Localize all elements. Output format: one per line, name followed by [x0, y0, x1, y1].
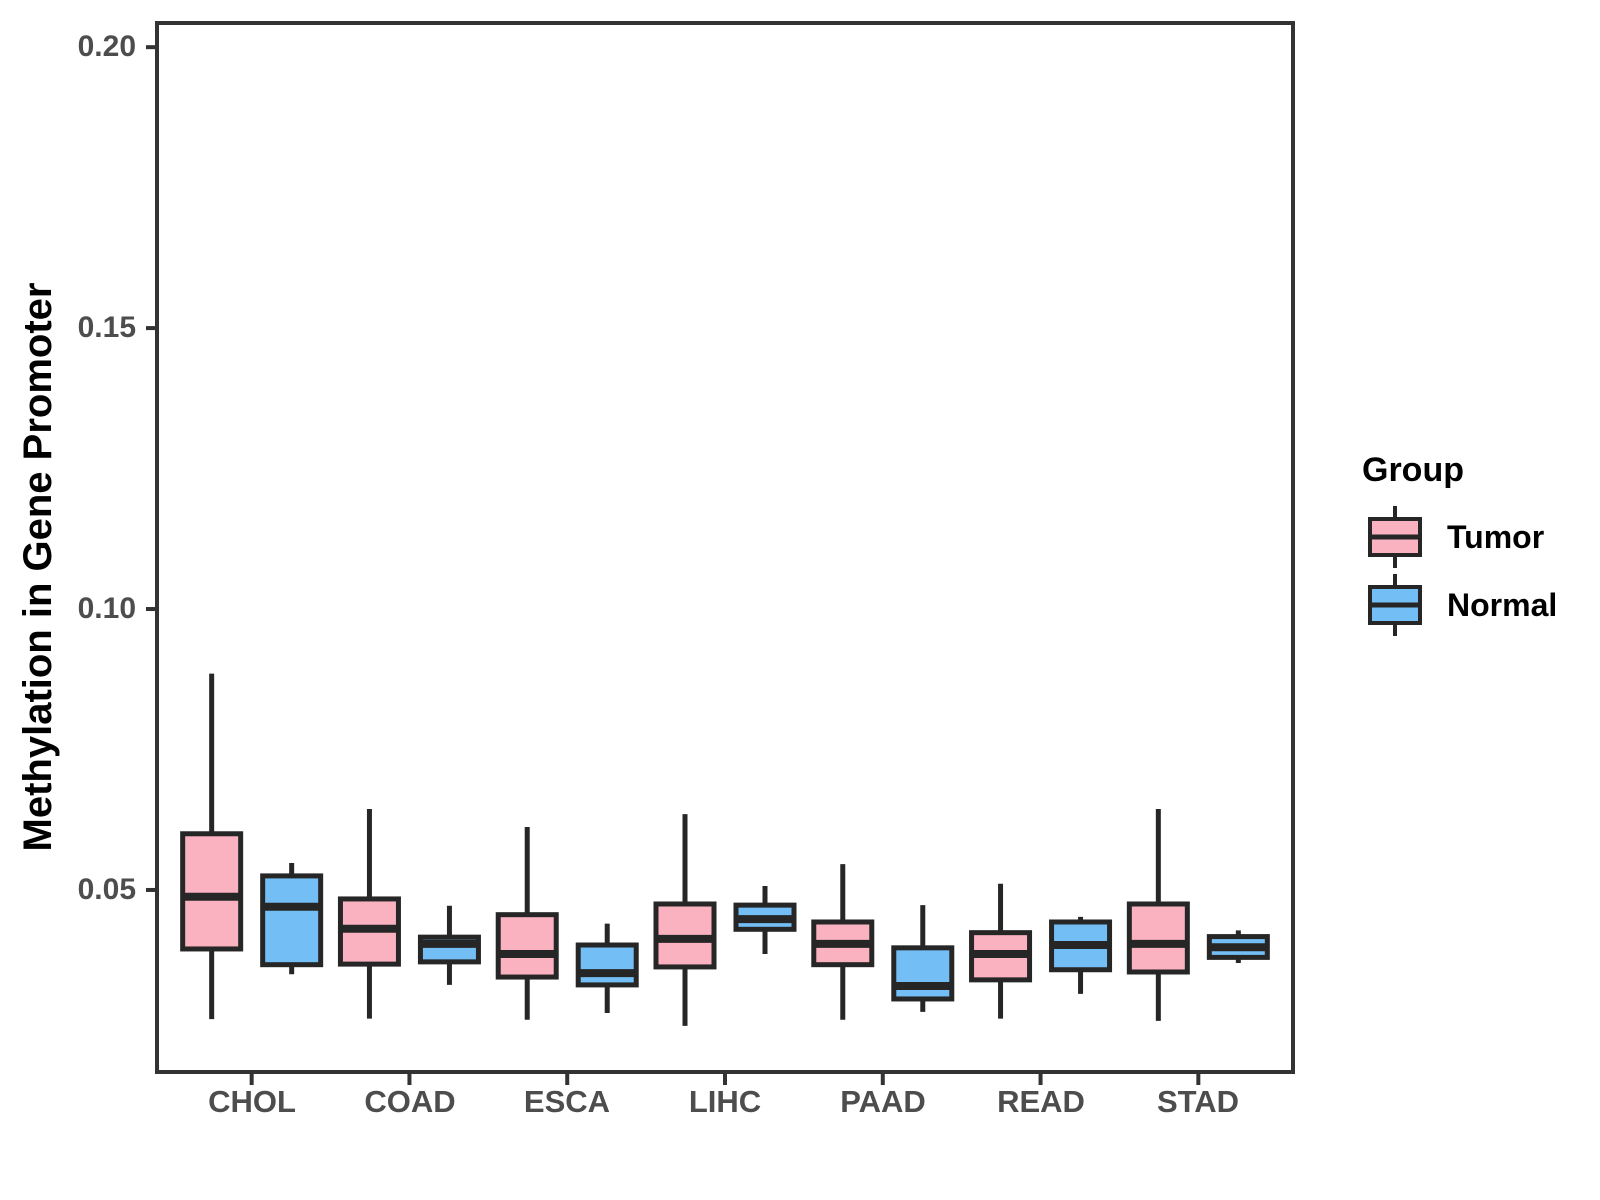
- box-tumor-chol: [180, 673, 244, 1020]
- xtick-label-paad: PAAD: [840, 1084, 926, 1119]
- box-tumor-stad: [1126, 809, 1190, 1021]
- box-normal-paad: [891, 905, 955, 1012]
- box-tumor-coad: [337, 809, 401, 1019]
- xtick-label-lihc: LIHC: [688, 1084, 762, 1119]
- box-normal-lihc: [733, 886, 797, 955]
- xtick-label-read: READ: [997, 1084, 1085, 1119]
- box-tumor-lihc: [653, 814, 717, 1026]
- legend-label-normal: Normal: [1447, 587, 1558, 623]
- iqr-box-tumor-stad: [1126, 901, 1190, 975]
- ytick-label-005: 0.05: [77, 873, 136, 906]
- box-normal-stad: [1206, 930, 1270, 963]
- legend-key-tumor-icon: [1368, 506, 1422, 568]
- iqr-box-tumor-chol: [180, 831, 244, 952]
- panel-border: [155, 21, 1295, 1074]
- box-tumor-read: [969, 883, 1033, 1019]
- ytick-label-020: 0.20: [77, 30, 136, 63]
- box-normal-coad: [417, 905, 481, 985]
- box-tumor-esca: [495, 827, 559, 1020]
- iqr-box-normal-esca: [575, 942, 639, 988]
- legend-key-normal-icon: [1368, 574, 1422, 636]
- xtick-label-esca: ESCA: [523, 1084, 611, 1119]
- box-normal-chol: [260, 862, 324, 975]
- xtick-label-coad: COAD: [364, 1084, 456, 1119]
- box-tumor-paad: [811, 864, 875, 1020]
- box-normal-read: [1049, 916, 1113, 994]
- legend-title: Group: [1362, 451, 1464, 489]
- xtick-label-chol: CHOL: [208, 1084, 296, 1119]
- ytick-label-015: 0.15: [77, 311, 136, 344]
- ytick-label-010: 0.10: [77, 592, 136, 625]
- legend-label-tumor: Tumor: [1447, 519, 1545, 555]
- iqr-box-tumor-esca: [495, 912, 559, 980]
- xtick-label-stad: STAD: [1156, 1084, 1240, 1119]
- box-normal-esca: [575, 923, 639, 1014]
- iqr-box-normal-paad: [891, 945, 955, 1002]
- iqr-box-normal-chol: [260, 873, 324, 968]
